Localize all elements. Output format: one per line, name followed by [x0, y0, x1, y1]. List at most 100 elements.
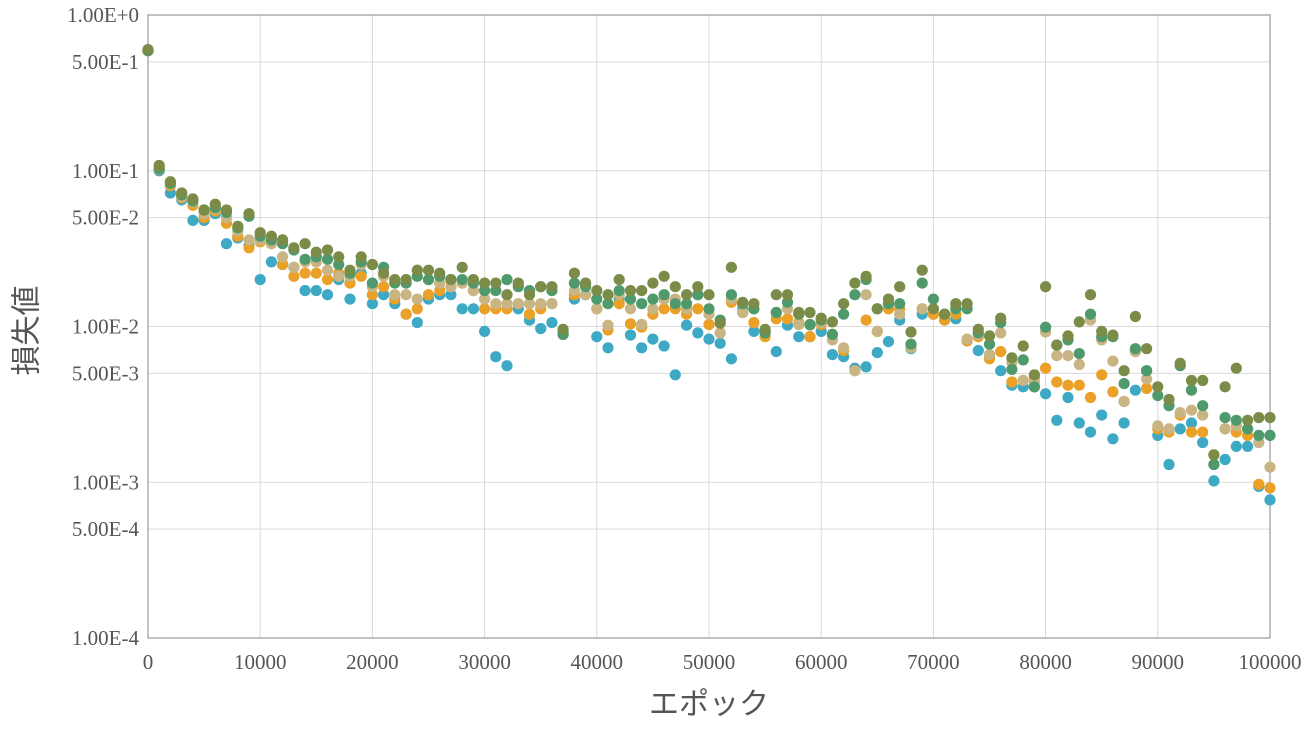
data-point [321, 264, 334, 276]
data-point [1219, 453, 1231, 466]
data-point [288, 242, 300, 254]
data-point [636, 298, 648, 310]
data-point [658, 289, 670, 301]
data-point [1073, 316, 1085, 328]
data-point [512, 277, 524, 289]
data-point [647, 293, 659, 305]
data-point [1208, 458, 1220, 471]
data-point [568, 267, 581, 279]
y-axis-title: 損失値 [10, 286, 45, 376]
data-point [1084, 426, 1097, 438]
x-tick-label: 40000 [571, 650, 624, 674]
data-point [535, 281, 547, 293]
data-point [501, 298, 513, 310]
data-point [591, 331, 603, 343]
data-point [422, 289, 435, 301]
data-point [1107, 329, 1119, 341]
data-point [310, 285, 322, 297]
data-point [220, 204, 233, 216]
data-point [1062, 391, 1074, 404]
data-point [1096, 325, 1108, 337]
data-point [1185, 426, 1198, 438]
data-point [1230, 414, 1242, 426]
data-point [456, 303, 468, 315]
data-point [613, 274, 625, 286]
y-tick-label: 1.00E+0 [67, 3, 139, 27]
data-point [1118, 365, 1130, 377]
data-point [1040, 321, 1052, 333]
data-point [815, 312, 827, 324]
y-tick-label: 1.00E-3 [72, 470, 139, 494]
data-point [265, 230, 277, 242]
data-point [1163, 423, 1175, 435]
data-point [344, 293, 356, 305]
data-point [277, 234, 289, 246]
data-point [546, 298, 558, 310]
data-point [983, 338, 996, 350]
data-point [804, 331, 816, 343]
data-point [793, 318, 805, 331]
data-point [1051, 414, 1063, 426]
data-point [1073, 348, 1085, 360]
data-point [490, 351, 502, 363]
data-point [1107, 355, 1119, 367]
data-point [400, 308, 412, 320]
data-point [467, 303, 479, 315]
data-point [939, 308, 951, 320]
data-point [1152, 420, 1164, 432]
data-point [1129, 343, 1141, 355]
data-point [1152, 390, 1164, 402]
data-point [972, 345, 984, 357]
x-tick-label: 50000 [683, 650, 736, 674]
data-point [299, 267, 311, 279]
data-point [995, 346, 1007, 358]
data-point [1040, 362, 1052, 374]
data-point [1006, 352, 1018, 364]
data-point [1264, 482, 1276, 494]
data-point [1242, 414, 1254, 426]
data-point [1051, 376, 1063, 388]
data-point [692, 303, 704, 315]
data-point [1062, 379, 1074, 391]
data-point [894, 281, 906, 293]
data-point [321, 253, 334, 265]
x-tick-label: 80000 [1019, 650, 1072, 674]
x-tick-label: 0 [143, 650, 154, 674]
data-point [770, 346, 782, 358]
data-point [647, 333, 659, 345]
data-point [1219, 412, 1231, 424]
data-point [209, 198, 221, 210]
data-point [1253, 412, 1265, 424]
data-point [523, 308, 536, 320]
data-point [602, 342, 614, 354]
data-point [871, 347, 883, 359]
data-point [153, 159, 165, 172]
data-point [1242, 423, 1254, 435]
data-point [1062, 330, 1074, 342]
data-point [826, 349, 839, 361]
data-point [198, 204, 210, 216]
data-point [849, 289, 861, 301]
data-point [916, 277, 928, 289]
plot-frame [147, 14, 1271, 639]
data-point [905, 326, 917, 338]
data-point [703, 318, 715, 331]
data-point [838, 308, 850, 320]
data-point [871, 325, 883, 337]
data-point [1062, 350, 1074, 362]
data-point [479, 293, 491, 305]
data-point [164, 176, 176, 188]
data-point [1219, 423, 1231, 435]
data-point [1017, 354, 1029, 366]
data-point [411, 293, 423, 305]
data-point [804, 318, 816, 331]
data-point [714, 327, 726, 339]
data-point [187, 193, 199, 205]
data-point [355, 270, 367, 282]
data-point [995, 312, 1007, 324]
x-tick-label: 100000 [1239, 650, 1302, 674]
data-point [321, 244, 334, 256]
data-point [692, 281, 704, 293]
data-point [411, 264, 423, 276]
data-point [1208, 449, 1220, 461]
